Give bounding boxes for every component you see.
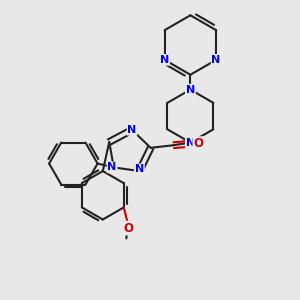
Text: N: N	[186, 138, 195, 148]
Text: N: N	[212, 55, 221, 65]
Text: N: N	[107, 162, 117, 172]
Text: O: O	[193, 137, 203, 150]
Text: N: N	[135, 164, 144, 174]
Text: O: O	[123, 222, 133, 235]
Text: N: N	[160, 55, 169, 65]
Text: N: N	[128, 125, 137, 135]
Text: N: N	[186, 85, 195, 94]
